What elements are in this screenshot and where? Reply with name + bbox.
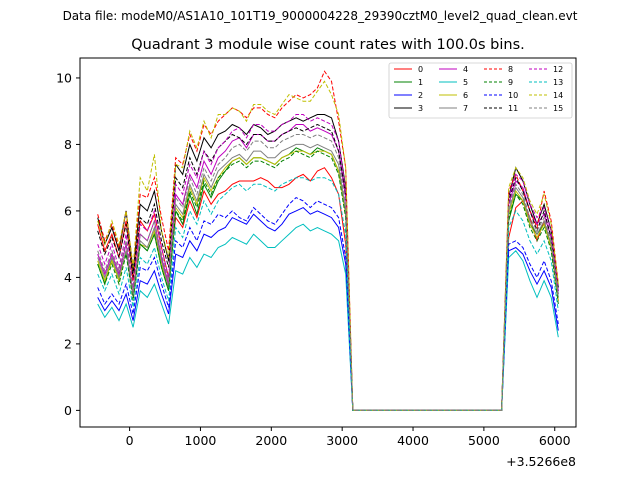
chart-title: Quadrant 3 module wise count rates with … (131, 37, 525, 53)
x-tick-label: 4000 (397, 433, 429, 448)
legend-label-0: 0 (418, 65, 423, 74)
series-layer (97, 70, 559, 411)
y-tick-label: 4 (64, 270, 72, 285)
x-axis-offset-label: +3.5266e8 (506, 454, 576, 469)
legend-label-13: 13 (553, 78, 563, 87)
legend-label-12: 12 (553, 65, 563, 74)
x-tick-label: 2000 (255, 433, 287, 448)
legend-label-15: 15 (553, 104, 563, 113)
legend-box (388, 62, 573, 119)
legend-label-14: 14 (553, 91, 563, 100)
x-tick-label: 5000 (468, 433, 500, 448)
legend-label-4: 4 (463, 65, 468, 74)
series-line-13 (97, 177, 559, 411)
series-line-15 (97, 133, 559, 411)
x-tick-label: 0 (126, 433, 134, 448)
series-line-14 (97, 80, 559, 411)
y-axis: 0 2 4 6 8 10 (56, 70, 80, 418)
y-tick-label: 8 (64, 137, 72, 152)
series-line-0 (97, 167, 559, 411)
legend-label-3: 3 (418, 104, 423, 113)
chart-suptitle: Data file: modeM0/AS1A10_101T19_90000042… (63, 9, 578, 23)
legend-label-2: 2 (418, 91, 423, 100)
y-tick-label: 6 (64, 203, 72, 218)
y-tick-label: 0 (64, 403, 72, 418)
plot-area-frame (79, 57, 577, 428)
x-tick-label: 1000 (185, 433, 217, 448)
legend-label-8: 8 (508, 65, 513, 74)
y-tick-label: 10 (56, 70, 72, 85)
legend-label-11: 11 (508, 104, 518, 113)
legend-label-9: 9 (508, 78, 513, 87)
legend-label-1: 1 (418, 78, 423, 87)
x-tick-label: 3000 (326, 433, 358, 448)
legend-label-7: 7 (463, 104, 468, 113)
x-tick-label: 6000 (539, 433, 571, 448)
legend-label-5: 5 (463, 78, 468, 87)
x-axis: 0 1000 2000 3000 4000 5000 6000 (126, 427, 571, 448)
series-line-2 (97, 207, 559, 411)
legend-label-6: 6 (463, 91, 468, 100)
series-line-10 (97, 197, 559, 411)
series-line-4 (97, 124, 559, 411)
legend-label-10: 10 (508, 91, 518, 100)
series-line-8 (97, 70, 559, 411)
series-line-11 (97, 123, 559, 411)
series-line-9 (97, 150, 559, 411)
y-tick-label: 2 (64, 336, 72, 351)
